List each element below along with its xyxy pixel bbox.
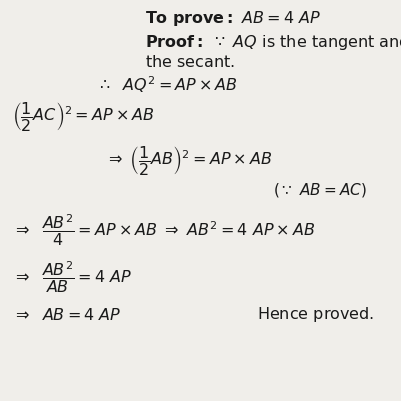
Text: $\mathbf{Proof :}\ \because\ AQ\mathrm{\ is\ the\ tangent\ and\ APB\ is}$: $\mathbf{Proof :}\ \because\ AQ\mathrm{\…: [144, 32, 401, 52]
Text: $(\because\ AB = AC)$: $(\because\ AB = AC)$: [273, 182, 366, 199]
Text: $\Rightarrow\ \ AB = 4\ AP$: $\Rightarrow\ \ AB = 4\ AP$: [12, 307, 121, 323]
Text: $\therefore\ \ AQ^2 = AP \times AB$: $\therefore\ \ AQ^2 = AP \times AB$: [96, 74, 238, 95]
Text: $\mathrm{the\ secant.}$: $\mathrm{the\ secant.}$: [144, 54, 234, 70]
Text: $\mathbf{To\ prove :}\ AB = 4\ AP$: $\mathbf{To\ prove :}\ AB = 4\ AP$: [144, 8, 320, 28]
Text: $\Rightarrow\ \ \dfrac{AB^2}{AB} = 4\ AP$: $\Rightarrow\ \ \dfrac{AB^2}{AB} = 4\ AP…: [12, 259, 132, 295]
Text: $\Rightarrow\ \left(\dfrac{1}{2}AB\right)^{2} = AP \times AB$: $\Rightarrow\ \left(\dfrac{1}{2}AB\right…: [104, 144, 271, 177]
Text: $\mathrm{Hence\ proved.}$: $\mathrm{Hence\ proved.}$: [257, 305, 374, 324]
Text: $\left(\dfrac{1}{2}AC\right)^{2} = AP \times AB$: $\left(\dfrac{1}{2}AC\right)^{2} = AP \t…: [12, 100, 154, 133]
Text: $\Rightarrow\ \ \dfrac{AB^2}{4} = AP \times AB\ \Rightarrow\ AB^2 = 4\ AP \times: $\Rightarrow\ \ \dfrac{AB^2}{4} = AP \ti…: [12, 213, 315, 249]
